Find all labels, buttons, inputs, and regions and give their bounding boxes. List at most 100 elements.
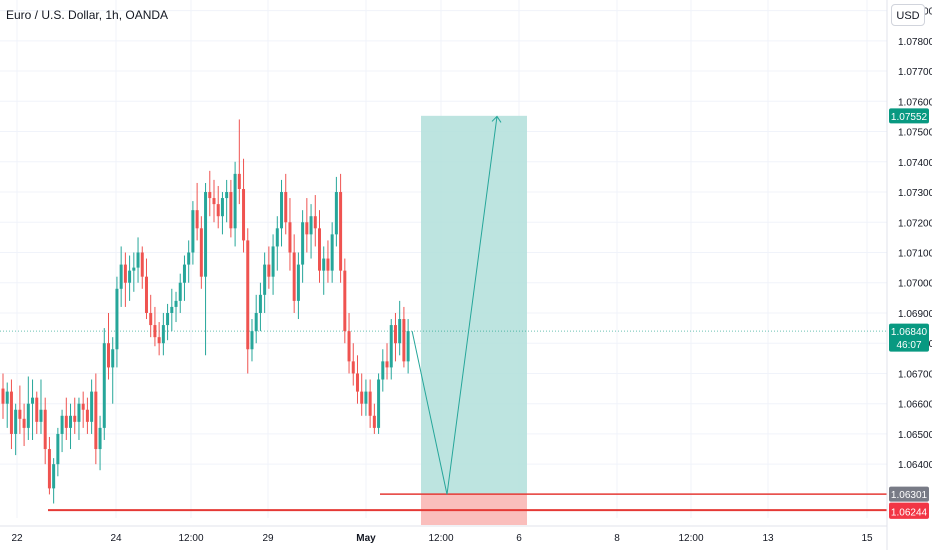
- candle-body: [275, 228, 279, 247]
- candle-body: [220, 198, 224, 217]
- candle: [107, 312, 110, 380]
- profit-zone[interactable]: [421, 115, 527, 495]
- candle: [381, 349, 385, 392]
- candle: [330, 222, 334, 283]
- candle: [355, 355, 359, 404]
- time-axis[interactable]: 22 24 12:00 29 May 12:00 6 8 12:00 13 15: [0, 525, 887, 544]
- candle-body: [77, 403, 81, 422]
- candle-body: [187, 252, 191, 265]
- x-tick-label: May: [356, 533, 376, 544]
- x-tick-label: 13: [762, 533, 774, 544]
- candle: [389, 319, 393, 380]
- candle-body: [233, 173, 237, 229]
- candle: [204, 182, 208, 356]
- candle: [94, 373, 98, 465]
- candle: [1, 373, 5, 419]
- candle: [77, 397, 81, 440]
- candle-body: [39, 409, 43, 422]
- candle: [69, 403, 73, 450]
- candle-body: [360, 391, 364, 404]
- candle-body: [301, 222, 305, 265]
- candle-body: [1, 388, 5, 404]
- candle-body: [242, 188, 246, 241]
- candle-body: [398, 319, 402, 344]
- candle-body: [85, 409, 89, 422]
- currency-button[interactable]: USD: [891, 4, 925, 26]
- candle: [119, 246, 123, 307]
- candle: [309, 204, 313, 259]
- x-tick-label: 12:00: [428, 533, 453, 544]
- candle-body: [98, 427, 102, 450]
- y-tick-label: 1.07200: [898, 218, 932, 229]
- candle-body: [26, 403, 30, 428]
- current-price-tag-text: 1.06840: [891, 327, 928, 338]
- projection-path[interactable]: [411, 116, 498, 495]
- candles: [1, 119, 410, 504]
- candle-body: [14, 409, 18, 434]
- candle: [237, 119, 241, 205]
- candle: [275, 216, 279, 271]
- candle-body: [195, 210, 199, 229]
- candle: [174, 291, 178, 323]
- candle: [9, 379, 13, 450]
- candle-body: [170, 306, 174, 313]
- candle: [229, 179, 233, 238]
- candle-body: [123, 264, 127, 283]
- y-tick-label: 1.07000: [898, 279, 932, 290]
- candle: [393, 312, 397, 362]
- candle: [39, 379, 43, 434]
- candle: [195, 182, 199, 241]
- candle: [326, 240, 330, 283]
- candle: [22, 403, 26, 447]
- candle: [56, 427, 60, 477]
- candle: [18, 385, 22, 434]
- candle-body: [406, 331, 410, 362]
- candle: [35, 391, 39, 434]
- price-axis[interactable]: 1.079001.078001.077001.076001.075001.074…: [886, 0, 932, 550]
- candle-body: [119, 264, 123, 289]
- candle-body: [81, 403, 85, 410]
- candle-body: [144, 276, 148, 313]
- candle: [343, 258, 347, 344]
- candle-body: [35, 397, 39, 422]
- candle-body: [225, 192, 229, 199]
- x-tick-label: 6: [516, 533, 522, 544]
- y-tick-label: 1.06600: [898, 400, 932, 411]
- candle: [102, 328, 106, 440]
- candle-body: [347, 331, 351, 362]
- candle-body: [377, 379, 381, 428]
- candle: [250, 319, 254, 362]
- chart-title: Euro / U.S. Dollar, 1h, OANDA: [6, 8, 169, 22]
- candle-body: [339, 192, 343, 271]
- current-price-tag: [889, 323, 929, 352]
- candle: [360, 373, 364, 416]
- candle-body: [334, 192, 338, 235]
- candle-body: [43, 409, 47, 450]
- candle: [153, 306, 157, 347]
- countdown-text: 46:07: [896, 340, 921, 351]
- candle-body: [284, 192, 288, 223]
- candle: [98, 415, 102, 471]
- candle: [111, 337, 115, 404]
- candle-body: [212, 198, 216, 205]
- y-tick-label: 1.06400: [898, 460, 932, 471]
- x-tick-label: 29: [262, 533, 274, 544]
- candle-body: [153, 325, 157, 338]
- x-tick-label: 12:00: [678, 533, 703, 544]
- candle-body: [393, 325, 397, 344]
- candle-body: [305, 222, 309, 235]
- candle: [318, 210, 321, 283]
- candle-body: [204, 192, 208, 277]
- candle-body: [107, 343, 110, 368]
- stop-price-tag-text: 1.06244: [891, 507, 928, 518]
- candle-body: [128, 270, 132, 283]
- candle: [5, 382, 9, 428]
- candle: [191, 201, 195, 265]
- candle: [170, 288, 174, 332]
- candle: [81, 391, 85, 428]
- candle-body: [229, 192, 233, 229]
- candle: [128, 255, 132, 301]
- candle: [364, 379, 368, 416]
- candle-body: [326, 258, 330, 271]
